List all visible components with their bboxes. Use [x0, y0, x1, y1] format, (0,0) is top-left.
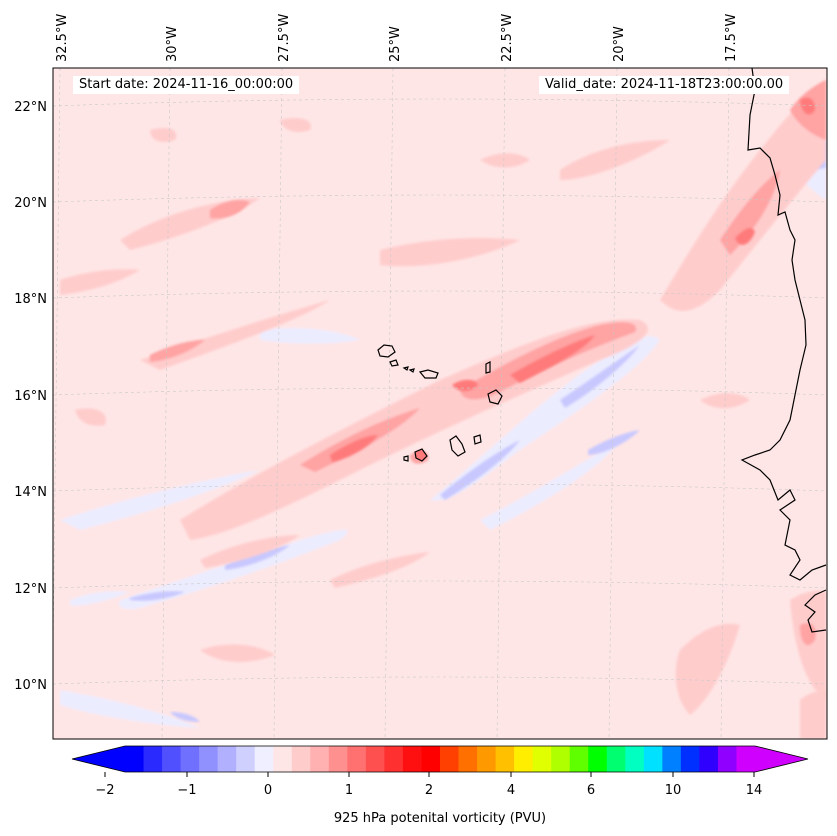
colorbar-swatch: [680, 746, 701, 772]
island: [402, 366, 409, 371]
island: [403, 455, 409, 462]
start-date-label: Start date: 2024-11-16_00:00:00: [73, 76, 300, 94]
parallel-line: [53, 194, 827, 203]
colorbar-swatch: [384, 746, 404, 772]
meridian-line: [608, 68, 618, 739]
colorbar-swatch: [569, 746, 589, 772]
colorbar-swatch: [606, 746, 626, 772]
colorbar-tick-label: 2: [425, 783, 433, 798]
colorbar-tick-label: 0: [264, 783, 272, 798]
colorbar-swatch: [328, 746, 348, 772]
colorbar-swatch: [477, 746, 497, 772]
colorbar-swatch: [199, 746, 219, 772]
colorbar-swatch: [291, 746, 311, 772]
parallel-line: [53, 387, 827, 396]
parallel-line: [53, 580, 827, 589]
colorbar-swatch: [440, 746, 460, 772]
colorbar-swatch: [365, 746, 386, 772]
strongest-positive-pv: [330, 97, 815, 462]
longitude-label: 20°W: [612, 26, 627, 62]
colorbar-swatch: [458, 746, 478, 772]
map-frame: [52, 67, 828, 740]
colorbar-label: 925 hPa potenital vorticity (PVU): [334, 811, 546, 826]
island: [408, 368, 415, 373]
island: [418, 369, 439, 379]
colorbar-tick-label: −2: [95, 783, 114, 798]
colorbar-tick-label: 6: [587, 783, 595, 798]
latitude-label: 18°N: [14, 292, 47, 307]
colorbar-tick-label: 4: [507, 783, 515, 798]
longitude-label: 17.5°W: [724, 14, 739, 62]
colorbar-outline: [71, 745, 809, 773]
colorbar-extend-low: [72, 746, 125, 772]
colorbar-swatch: [402, 746, 423, 772]
meridian-line: [161, 68, 171, 739]
meridian-line: [720, 68, 730, 739]
colorbar-swatch: [125, 746, 145, 772]
colorbar-swatch: [180, 746, 200, 772]
colorbar-swatch: [143, 746, 163, 772]
parallel-line: [53, 290, 827, 299]
parallel-line: [53, 676, 827, 685]
island: [414, 448, 428, 462]
colorbar-swatch: [273, 746, 293, 772]
island: [485, 361, 491, 374]
colorbar-swatch: [699, 746, 719, 772]
colorbar-swatch: [643, 746, 663, 772]
colorbar-swatch: [532, 746, 552, 772]
colorbar-swatch: [162, 746, 182, 772]
latitude-label: 16°N: [14, 389, 47, 404]
longitude-label: 32.5°W: [55, 14, 70, 62]
island: [389, 359, 399, 367]
colorbar: [71, 745, 809, 773]
parallel-line: [53, 483, 827, 492]
latitude-label: 12°N: [14, 582, 47, 597]
colorbar-ticks: −2 −1 0 1 2 4 6 10 14: [95, 772, 762, 798]
colorbar-swatch: [736, 746, 756, 772]
meridian-line: [273, 68, 283, 739]
colorbar-swatch: [347, 746, 367, 772]
latitude-labels: 22°N 20°N 18°N 16°N 14°N 12°N 10°N: [14, 100, 47, 693]
colorbar-swatch: [551, 746, 571, 772]
colorbar-swatch: [310, 746, 330, 772]
coastlines: [377, 68, 827, 633]
longitude-label: 27.5°W: [277, 14, 292, 62]
parallel-line: [53, 98, 827, 107]
colorbar-tick-label: 1: [345, 783, 353, 798]
colorbar-swatch: [662, 746, 682, 772]
colorbar-extend-high: [755, 746, 808, 772]
valid-date-label: Valid_date: 2024-11-18T23:00:00.00: [539, 76, 790, 94]
longitude-label: 25°W: [388, 26, 403, 62]
colorbar-swatch: [588, 746, 608, 772]
colorbar-swatch: [717, 746, 738, 772]
colorbar-swatch: [254, 746, 274, 772]
meridian-line: [496, 68, 506, 739]
africa-coastline-south: [804, 589, 827, 633]
longitude-label: 22.5°W: [500, 14, 515, 62]
colorbar-tick-label: −1: [177, 783, 196, 798]
latitude-label: 20°N: [14, 196, 47, 211]
colorbar-swatch: [421, 746, 441, 772]
island: [449, 435, 466, 457]
colorbar-tick-label: 14: [746, 783, 763, 798]
colorbar-swatch: [236, 746, 256, 772]
latitude-label: 14°N: [14, 485, 47, 500]
colorbar-swatch: [514, 746, 534, 772]
latitude-label: 10°N: [14, 678, 47, 693]
map-area[interactable]: [52, 68, 827, 739]
colorbar-tick-label: 10: [665, 783, 682, 798]
africa-coastline: [740, 68, 827, 581]
island: [377, 344, 396, 358]
island: [473, 434, 482, 445]
island: [487, 389, 503, 405]
longitude-label: 30°W: [165, 26, 180, 62]
meridian-line: [384, 68, 394, 739]
colorbar-swatch: [625, 746, 645, 772]
colorbar-swatch: [495, 746, 515, 772]
colorbar-swatch: [217, 746, 237, 772]
latitude-label: 22°N: [14, 100, 47, 115]
longitude-labels: 32.5°W 30°W 27.5°W 25°W 22.5°W 20°W 17.5°W: [55, 14, 739, 62]
